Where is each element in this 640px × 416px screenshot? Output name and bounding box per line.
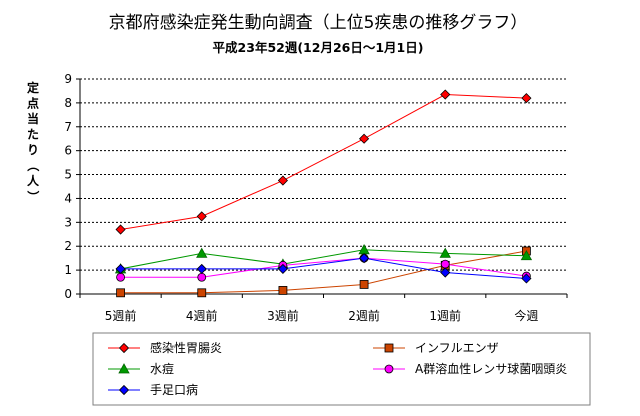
data-point [277, 263, 288, 274]
legend-label: インフルエンザ [415, 341, 499, 355]
data-point [116, 288, 125, 298]
data-point [440, 259, 450, 269]
data-point [439, 247, 451, 258]
y-tick-label: 3 [64, 215, 72, 229]
chart-title: 京都府感染症発生動向調査（上位5疾患の推移グラフ） [109, 13, 528, 33]
data-point [278, 286, 288, 295]
data-point [118, 342, 130, 354]
legend-item: 手足口病 [108, 382, 198, 397]
chart-subtitle: 平成23年52週(12月26日～1月1日) [213, 40, 424, 55]
series-line [120, 94, 527, 230]
x-tick-label: 1週前 [429, 308, 461, 323]
data-point [196, 211, 207, 222]
series [115, 253, 532, 284]
gridlines [80, 78, 567, 271]
x-tick-label: 4週前 [186, 308, 218, 323]
x-tick-label: 今週 [514, 308, 538, 323]
series-line [120, 257, 527, 278]
data-point [118, 384, 130, 396]
legend-label: 感染性胃腸炎 [150, 340, 222, 355]
data-point [197, 272, 207, 282]
y-axis-label-char: 点 [27, 96, 39, 111]
legend-item: 水痘 [108, 361, 174, 376]
x-tick-label: 5週前 [105, 308, 137, 323]
y-axis-label-char: 当 [27, 111, 39, 126]
data-point [521, 93, 532, 104]
series-line [120, 250, 527, 294]
data-point [384, 343, 394, 353]
legend-item: 感染性胃腸炎 [108, 340, 222, 355]
data-point [115, 263, 126, 274]
y-axis-ticks: 0 1 2 3 4 5 6 7 8 9 [64, 72, 72, 301]
data-point [440, 267, 451, 278]
data-point [277, 175, 288, 186]
y-axis-label-char: 人 [27, 173, 40, 188]
series-line [120, 249, 527, 270]
legend-label: 手足口病 [150, 382, 198, 397]
y-tick-label: 7 [64, 120, 72, 134]
legend-label: A群溶血性レンサ球菌咽頭炎 [415, 361, 567, 376]
data-point [196, 263, 207, 274]
y-tick-label: 6 [64, 144, 72, 158]
axes [76, 78, 568, 298]
y-tick-label: 0 [64, 287, 72, 301]
y-tick-label: 1 [64, 263, 72, 277]
data-point [359, 280, 369, 289]
data-point [359, 253, 370, 264]
y-axis-label-char: り [27, 143, 39, 157]
data-point [520, 249, 533, 261]
x-tick-label: 3週前 [267, 308, 299, 323]
data-point [359, 133, 370, 144]
y-axis-label-char: た [27, 128, 39, 142]
y-tick-label: 9 [64, 72, 72, 86]
data-point [197, 288, 207, 298]
y-axis-label-char: （ [26, 159, 41, 171]
data-point [384, 364, 394, 374]
series-line [120, 257, 527, 279]
legend-item: A群溶血性レンサ球菌咽頭炎 [373, 361, 567, 376]
y-tick-label: 4 [64, 191, 72, 205]
data-point [521, 273, 532, 284]
y-tick-label: 5 [64, 168, 72, 182]
y-tick-label: 2 [64, 239, 72, 253]
data-point [196, 247, 208, 258]
data-point [118, 363, 130, 374]
series-lines [114, 89, 533, 298]
series [116, 253, 531, 282]
y-tick-label: 8 [64, 96, 72, 110]
data-point [116, 272, 125, 282]
x-tick-label: 2週前 [348, 308, 380, 323]
data-point [115, 224, 126, 235]
x-axis-ticks: 5週前 4週前 3週前 2週前 1週前 今週 [105, 308, 539, 323]
series [115, 89, 532, 235]
legend-label: 水痘 [150, 361, 174, 376]
y-axis-label-char: 定 [27, 80, 39, 95]
legend-box [92, 332, 591, 406]
y-axis-label-char: ） [26, 190, 41, 202]
legend-item: インフルエンザ [373, 341, 499, 355]
data-point [440, 89, 451, 100]
